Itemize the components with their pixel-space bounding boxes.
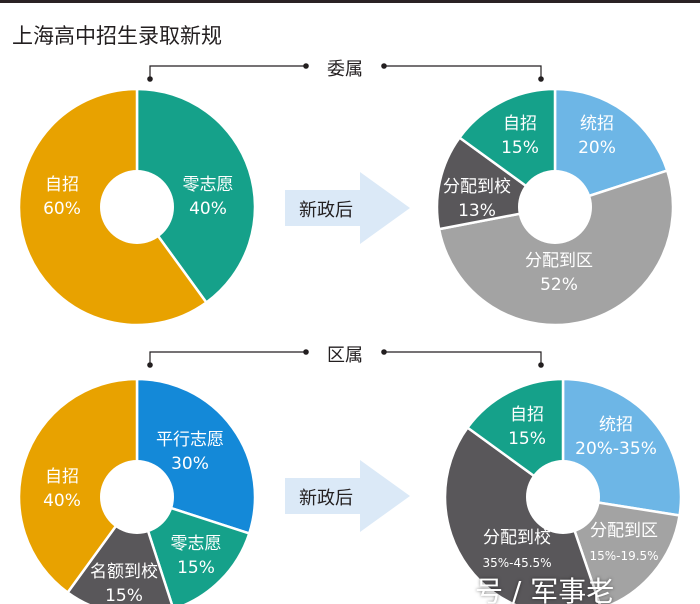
- arrow-icon: [285, 172, 410, 244]
- donut-hole: [100, 170, 174, 244]
- donut-chart: [17, 377, 257, 604]
- arrow-label: 新政后: [299, 488, 353, 509]
- slice-label: 自招 60%: [43, 175, 81, 219]
- donut-hole: [518, 170, 592, 244]
- donut-chart: [443, 377, 683, 604]
- pie-slice: [561, 495, 681, 604]
- pie-slice: [135, 495, 251, 604]
- pie-slice: [135, 87, 257, 305]
- section-label-weishu: 委属: [327, 59, 363, 80]
- pie-slice: [465, 377, 565, 500]
- page-title: 上海高中招生录取新规: [12, 24, 222, 48]
- donut-chart: [435, 87, 675, 327]
- arrow-icon: [285, 460, 410, 532]
- pie-slice: [17, 377, 139, 595]
- slice-label: 平行志愿 30%: [156, 430, 224, 474]
- slice-label: 统招 20%-35%: [575, 415, 657, 459]
- slice-label: 统招 20%: [578, 114, 616, 158]
- slice-label: 自招 40%: [43, 467, 81, 511]
- top-rule: [0, 0, 700, 3]
- pie-slice: [457, 87, 557, 210]
- slice-label: 零志愿 15%: [170, 534, 222, 578]
- slice-label: 零志愿 40%: [182, 175, 234, 219]
- donut-chart: [17, 87, 257, 327]
- slice-label: 自招 15%: [501, 114, 539, 158]
- section-label-qushu: 区属: [327, 345, 363, 366]
- donut-hole: [100, 460, 174, 534]
- watermark: 号 / 军事老: [475, 575, 615, 604]
- bracket-qushu: [147, 349, 544, 368]
- pie-slice: [553, 87, 669, 209]
- slice-label: 名额到校 15%: [90, 562, 158, 604]
- slice-label: 分配到区 15%-19.5%: [589, 521, 659, 563]
- donut-hole: [526, 460, 600, 534]
- pie-slice: [443, 425, 601, 604]
- arrow-label: 新政后: [299, 200, 353, 221]
- slice-label: 分配到校 13%: [443, 177, 511, 221]
- bracket-weishu: [147, 63, 544, 82]
- slice-label: 分配到校 35%-45.5%: [482, 528, 552, 570]
- slice-label: 分配到区 52%: [525, 251, 593, 295]
- pie-slice: [437, 168, 675, 327]
- slice-label: 自招 15%: [508, 405, 546, 449]
- pie-slice: [65, 494, 174, 604]
